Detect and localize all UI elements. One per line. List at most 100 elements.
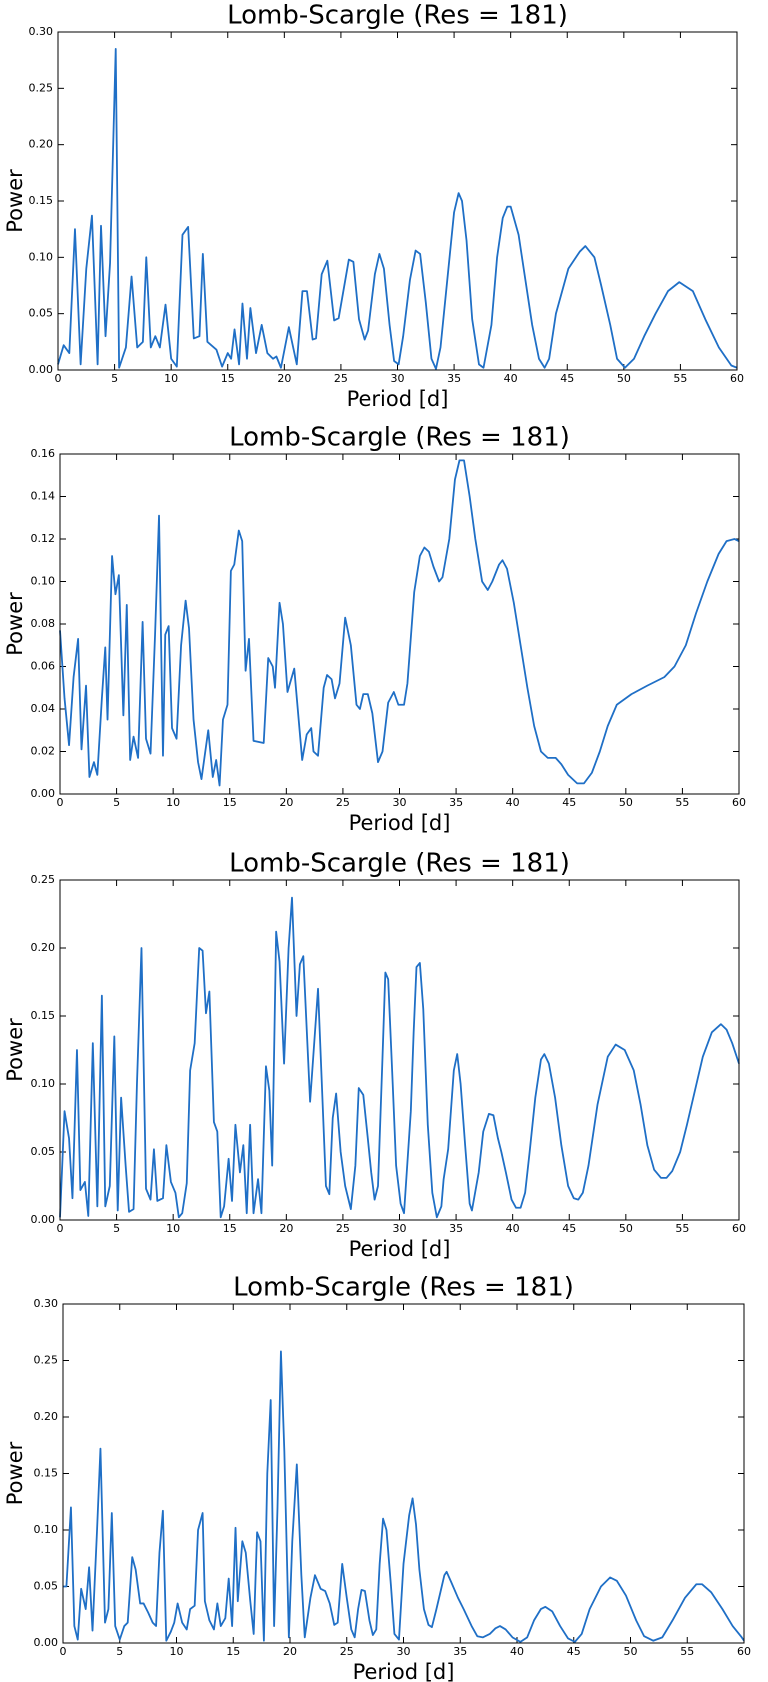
y-tick-label: 0.14 — [31, 490, 56, 503]
x-tick-label: 25 — [336, 1222, 350, 1235]
x-tick-label: 50 — [619, 796, 633, 809]
x-tick-label: 10 — [170, 1645, 184, 1658]
plot-frame — [57, 31, 738, 371]
plot-frame — [62, 1303, 745, 1644]
x-axis-label: Period [d] — [349, 811, 451, 835]
y-tick-label: 0.15 — [29, 194, 54, 207]
x-tick-label: 45 — [560, 372, 574, 385]
y-axis-label: Power — [3, 1018, 27, 1082]
y-tick-label: 0.05 — [29, 307, 54, 320]
x-tick-label: 5 — [113, 796, 120, 809]
y-tick-label: 0.15 — [31, 1009, 56, 1022]
x-tick-label: 5 — [116, 1645, 123, 1658]
y-tick-label: 0.30 — [34, 1297, 59, 1310]
y-tick-label: 0.00 — [29, 363, 54, 376]
x-tick-label: 35 — [453, 1645, 467, 1658]
x-tick-label: 55 — [675, 796, 689, 809]
x-tick-label: 60 — [737, 1645, 751, 1658]
x-tick-label: 25 — [336, 796, 350, 809]
y-tick-label: 0.20 — [31, 941, 56, 954]
x-tick-label: 10 — [166, 1222, 180, 1235]
y-tick-label: 0.15 — [34, 1467, 59, 1480]
x-tick-label: 60 — [732, 796, 746, 809]
y-axis-label: Power — [3, 169, 27, 233]
y-tick-label: 0.25 — [29, 81, 54, 94]
x-tick-label: 20 — [279, 1222, 293, 1235]
x-tick-label: 35 — [449, 796, 463, 809]
x-tick-label: 45 — [562, 1222, 576, 1235]
x-tick-label: 20 — [279, 796, 293, 809]
plot-frame — [59, 453, 740, 795]
y-axis-label: Power — [3, 1441, 27, 1505]
x-tick-label: 30 — [391, 372, 405, 385]
x-tick-label: 25 — [340, 1645, 354, 1658]
x-tick-label: 15 — [223, 1222, 237, 1235]
y-tick-label: 0.02 — [31, 745, 56, 758]
x-tick-label: 45 — [567, 1645, 581, 1658]
y-tick-label: 0.10 — [34, 1523, 59, 1536]
y-tick-label: 0.04 — [31, 702, 56, 715]
x-tick-label: 20 — [277, 372, 291, 385]
y-tick-label: 0.00 — [31, 787, 56, 800]
y-tick-label: 0.20 — [29, 138, 54, 151]
x-tick-label: 15 — [223, 796, 237, 809]
y-tick-label: 0.25 — [31, 873, 56, 886]
x-tick-label: 15 — [226, 1645, 240, 1658]
x-tick-label: 10 — [164, 372, 178, 385]
x-tick-label: 40 — [506, 1222, 520, 1235]
power-line — [63, 1350, 745, 1643]
x-tick-label: 55 — [675, 1222, 689, 1235]
x-tick-label: 0 — [60, 1645, 67, 1658]
power-line — [57, 48, 738, 370]
y-tick-label: 0.20 — [34, 1410, 59, 1423]
y-tick-label: 0.00 — [31, 1213, 56, 1226]
x-tick-label: 40 — [506, 796, 520, 809]
x-tick-label: 0 — [55, 372, 62, 385]
x-tick-label: 60 — [732, 1222, 746, 1235]
y-tick-label: 0.25 — [34, 1354, 59, 1367]
y-tick-label: 0.12 — [31, 532, 56, 545]
x-tick-label: 60 — [730, 372, 744, 385]
x-tick-label: 10 — [166, 796, 180, 809]
y-tick-label: 0.08 — [31, 617, 56, 630]
x-tick-label: 50 — [617, 372, 631, 385]
chart-title: Lomb-Scargle (Res = 181) — [229, 423, 570, 453]
x-tick-label: 30 — [393, 1222, 407, 1235]
x-axis-label: Period [d] — [353, 1660, 455, 1682]
x-tick-label: 15 — [221, 372, 235, 385]
y-tick-label: 0.10 — [29, 250, 54, 263]
x-tick-label: 40 — [510, 1645, 524, 1658]
x-tick-label: 5 — [113, 1222, 120, 1235]
x-tick-label: 55 — [680, 1645, 694, 1658]
y-axis-label: Power — [3, 592, 27, 656]
x-tick-label: 30 — [393, 796, 407, 809]
y-tick-label: 0.10 — [31, 1077, 56, 1090]
power-line — [59, 896, 740, 1219]
y-tick-label: 0.00 — [34, 1636, 59, 1649]
chart-title: Lomb-Scargle (Res = 181) — [229, 849, 570, 879]
x-tick-label: 0 — [57, 1222, 64, 1235]
x-tick-label: 45 — [562, 796, 576, 809]
x-tick-label: 40 — [504, 372, 518, 385]
chart-title: Lomb-Scargle (Res = 181) — [233, 1273, 574, 1303]
x-tick-label: 30 — [397, 1645, 411, 1658]
x-tick-label: 5 — [111, 372, 118, 385]
x-tick-label: 50 — [624, 1645, 638, 1658]
y-tick-label: 0.16 — [31, 447, 56, 460]
x-tick-label: 25 — [334, 372, 348, 385]
x-tick-label: 50 — [619, 1222, 633, 1235]
x-axis-label: Period [d] — [349, 1237, 451, 1261]
x-tick-label: 35 — [447, 372, 461, 385]
x-tick-label: 20 — [283, 1645, 297, 1658]
y-tick-label: 0.10 — [31, 575, 56, 588]
y-tick-label: 0.06 — [31, 660, 56, 673]
y-tick-label: 0.30 — [29, 25, 54, 38]
plot-frame — [59, 879, 740, 1221]
y-tick-label: 0.05 — [34, 1580, 59, 1593]
power-line — [59, 459, 740, 787]
x-tick-label: 55 — [673, 372, 687, 385]
x-axis-label: Period [d] — [347, 387, 449, 411]
x-tick-label: 0 — [57, 796, 64, 809]
x-tick-label: 35 — [449, 1222, 463, 1235]
